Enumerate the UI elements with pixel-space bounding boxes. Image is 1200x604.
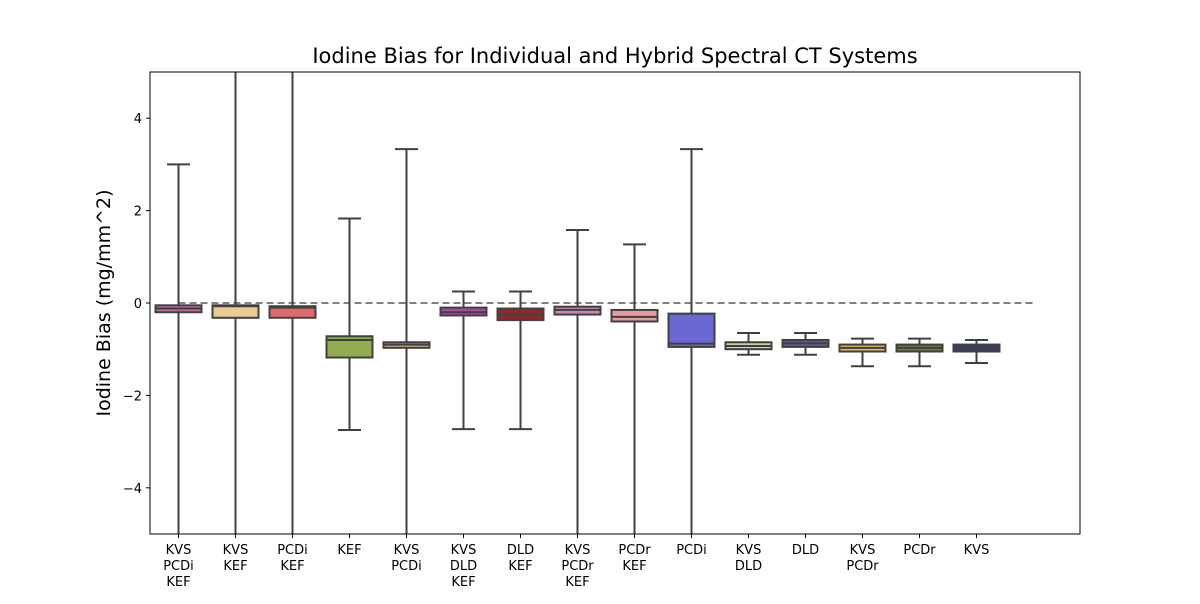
box — [667, 312, 716, 348]
x-tick-label-line: DLD — [450, 559, 477, 574]
chart-title: Iodine Bias for Individual and Hybrid Sp… — [312, 44, 917, 68]
box-group-14: PCDr — [895, 337, 944, 558]
box-group-6: KVS DLD KEF — [439, 290, 488, 590]
x-tick-label-line: KVS — [565, 543, 591, 558]
x-tick-label: PCDr — [903, 543, 936, 558]
box-group-11: KVS DLD — [724, 332, 773, 574]
box-group-3: PCDi KEF — [268, 72, 317, 574]
x-tick-label: DLD KEF — [507, 543, 534, 574]
box — [268, 305, 317, 319]
x-tick-label-line: KVS — [736, 543, 762, 558]
box-group-9: PCDr KEF — [610, 243, 659, 574]
x-tick-label-line: PCDr — [561, 559, 594, 574]
y-tick-label: −4 — [123, 482, 142, 497]
x-tick-label-line: KVS — [166, 543, 192, 558]
box-group-7: DLD KEF — [496, 290, 545, 574]
box-group-1: KVS PCDi KEF — [154, 163, 203, 590]
x-tick-label-line: KVS — [451, 543, 477, 558]
x-tick-label-line: KVS — [850, 543, 876, 558]
x-tick-label: KEF — [337, 543, 361, 558]
x-tick-label: KVS DLD KEF — [450, 543, 477, 590]
x-tick-label: KVS PCDi — [391, 543, 422, 574]
y-axis-label: Iodine Bias (mg/mm^2) — [93, 189, 115, 416]
x-tick-label-line: DLD — [735, 559, 762, 574]
x-tick-label-line: PCDr — [903, 543, 936, 558]
x-tick-label-line: KEF — [622, 559, 646, 574]
x-tick-label-line: KEF — [451, 575, 475, 590]
x-tick-label-line: KEF — [337, 543, 361, 558]
box — [610, 308, 659, 323]
box-group-5: KVS PCDi — [382, 148, 431, 574]
x-tick-label-line: PCDr — [846, 559, 879, 574]
y-tick-label: 0 — [134, 297, 142, 312]
y-tick-label: −2 — [123, 389, 142, 404]
box-group-15: KVS — [952, 338, 1001, 558]
x-tick-label: KVS PCDi KEF — [163, 543, 194, 590]
x-tick-label-line: KVS — [964, 543, 990, 558]
box — [325, 335, 374, 359]
x-tick-label: KVS PCDr — [846, 543, 879, 574]
box-group-2: KVS KEF — [211, 72, 260, 574]
x-tick-label-line: KEF — [508, 559, 532, 574]
box-group-8: KVS PCDr KEF — [553, 229, 602, 590]
x-tick-label-line: KVS — [394, 543, 420, 558]
x-tick-label: KVS — [964, 543, 990, 558]
x-tick-label: KVS DLD — [735, 543, 762, 574]
x-tick-label-line: PCDi — [163, 559, 194, 574]
x-tick-label: PCDi KEF — [277, 543, 308, 574]
box-group-13: KVS PCDr — [838, 337, 887, 574]
x-tick-label-line: KEF — [565, 575, 589, 590]
x-tick-label-line: PCDi — [676, 543, 707, 558]
y-tick-label: 2 — [134, 205, 142, 220]
y-tick-label: 4 — [134, 112, 142, 127]
x-tick-label-line: PCDi — [277, 543, 308, 558]
box-group-12: DLD — [781, 332, 830, 558]
x-tick-label: PCDi — [676, 543, 707, 558]
x-tick-label-line: DLD — [507, 543, 534, 558]
x-tick-label-line: PCDi — [391, 559, 422, 574]
x-tick-label: PCDr KEF — [618, 543, 651, 574]
x-tick-label-line: KVS — [223, 543, 249, 558]
x-tick-label: DLD — [792, 543, 819, 558]
x-tick-label: KVS KEF — [223, 543, 249, 574]
x-tick-label-line: KEF — [166, 575, 190, 590]
x-tick-label: KVS PCDr KEF — [561, 543, 594, 590]
x-tick-label-line: PCDr — [618, 543, 651, 558]
x-tick-label-line: KEF — [223, 559, 247, 574]
box-group-4: KEF — [325, 217, 374, 558]
x-tick-label-line: DLD — [792, 543, 819, 558]
box-group-10: PCDi — [667, 148, 716, 558]
x-tick-label-line: KEF — [280, 559, 304, 574]
